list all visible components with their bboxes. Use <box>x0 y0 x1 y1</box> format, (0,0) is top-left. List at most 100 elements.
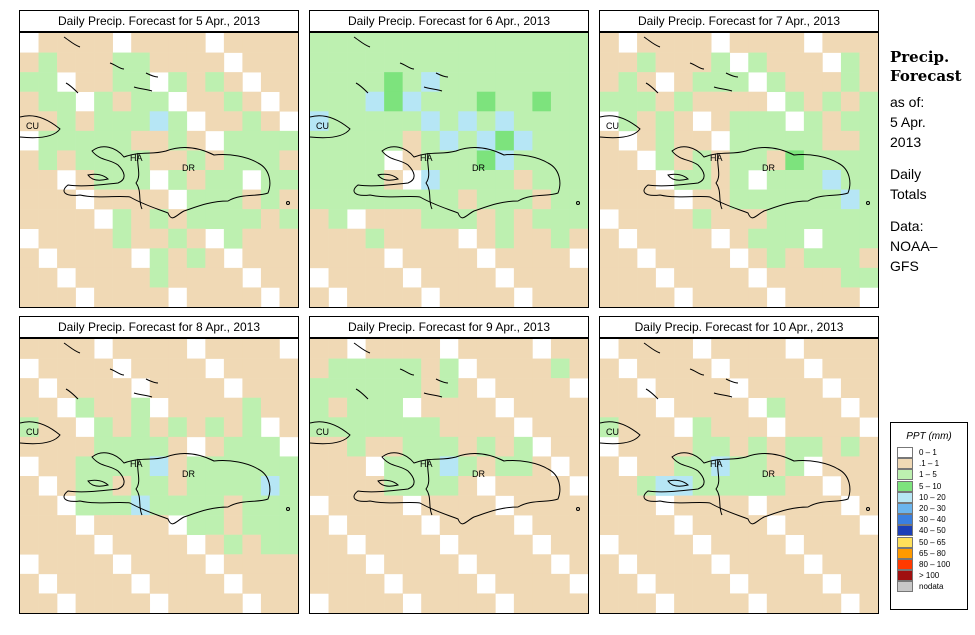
precip-cell <box>112 111 132 132</box>
precip-cell <box>94 397 113 418</box>
precip-cell <box>766 534 786 555</box>
precip-cell <box>637 209 656 230</box>
precip-cell <box>439 150 459 171</box>
precip-cell <box>260 248 280 269</box>
precip-cell <box>729 72 749 93</box>
precip-cell <box>186 287 206 307</box>
precip-cell <box>75 228 95 249</box>
precip-cell <box>112 287 132 307</box>
precip-cell <box>328 378 348 399</box>
precip-cell <box>421 456 441 477</box>
precip-cell <box>458 72 478 93</box>
precip-cell <box>476 456 496 477</box>
precip-cell <box>242 358 262 379</box>
precip-cell <box>260 111 280 132</box>
precip-cell <box>38 170 58 190</box>
precip-cell <box>600 378 619 399</box>
precip-cell <box>310 91 329 112</box>
forecast-panel-apr7: Daily Precip. Forecast for 7 Apr., 2013 … <box>599 10 879 308</box>
precip-cell <box>402 111 422 132</box>
precip-cell <box>38 150 58 171</box>
precip-cell <box>569 534 588 555</box>
precip-cell <box>674 436 693 457</box>
legend-label: > 100 <box>919 571 940 581</box>
precip-cell <box>402 248 422 269</box>
legend-swatch <box>897 547 913 559</box>
precip-cell <box>242 91 262 112</box>
precip-cell <box>223 436 243 457</box>
precip-cell <box>674 52 693 73</box>
precip-cell <box>279 554 298 575</box>
precip-cell <box>803 170 823 190</box>
precip-cell <box>260 495 280 516</box>
precip-cell <box>205 52 225 73</box>
precip-cell <box>94 130 113 151</box>
legend-swatch <box>897 491 913 503</box>
precip-cell <box>205 248 225 269</box>
precip-cell <box>310 189 329 210</box>
precip-cell <box>711 339 731 359</box>
forecast-panel-apr5: Daily Precip. Forecast for 5 Apr., 2013 … <box>19 10 299 308</box>
precip-cell <box>347 515 366 536</box>
precip-cell <box>260 358 280 379</box>
precip-cell <box>20 378 39 399</box>
precip-cell <box>729 130 749 151</box>
precip-cell <box>495 287 515 307</box>
precip-cell <box>168 209 188 230</box>
precip-cell <box>550 358 570 379</box>
precip-cell <box>131 111 151 132</box>
precip-cell <box>223 397 243 418</box>
precip-cell <box>131 593 151 613</box>
precip-cell <box>260 456 280 477</box>
precip-cell <box>532 358 552 379</box>
precip-cell <box>38 554 58 575</box>
precip-cell <box>458 267 478 288</box>
precip-cell <box>803 436 823 457</box>
precip-cell <box>149 91 169 112</box>
legend-swatch <box>897 570 913 582</box>
precip-cell <box>637 534 656 555</box>
precip-cell <box>785 209 805 230</box>
precip-cell <box>112 515 132 536</box>
precip-cell <box>421 534 441 555</box>
precip-cell <box>20 436 39 457</box>
precip-cell <box>618 476 638 496</box>
precip-cell <box>600 228 619 249</box>
precip-cell <box>840 358 860 379</box>
precip-cell <box>421 573 441 594</box>
precip-cell <box>637 436 656 457</box>
precip-cell <box>729 150 749 171</box>
border-line <box>715 152 723 210</box>
legend-row: 0 – 1 <box>897 447 967 458</box>
precip-cell <box>402 228 422 249</box>
precip-cell <box>260 339 280 359</box>
precip-cell <box>205 495 225 516</box>
border-line <box>135 458 143 516</box>
precip-cell <box>859 456 878 477</box>
precip-cell <box>729 267 749 288</box>
precip-cell <box>803 111 823 132</box>
precip-cell <box>328 209 348 230</box>
precip-cell <box>550 91 570 112</box>
precip-cell <box>618 189 638 210</box>
precip-cell <box>242 476 262 496</box>
coastline-bahamas-3 <box>435 72 449 78</box>
precip-cell <box>692 417 712 438</box>
precip-map: CU HA DR <box>599 338 879 614</box>
precip-cell <box>495 228 515 249</box>
precip-cell <box>75 52 95 73</box>
border-line <box>425 152 433 210</box>
coastline-bahamas-3 <box>725 72 739 78</box>
precip-cell <box>803 515 823 536</box>
precip-cell <box>550 189 570 210</box>
precip-cell <box>310 150 329 171</box>
precip-cell <box>859 72 878 93</box>
coastline-bahamas-1 <box>63 342 81 354</box>
precip-cell <box>223 170 243 190</box>
precip-cell <box>458 436 478 457</box>
precip-cell <box>328 339 348 359</box>
precip-cell <box>618 91 638 112</box>
precip-cell <box>347 456 366 477</box>
precip-cell <box>205 267 225 288</box>
label-ha: HA <box>130 153 143 163</box>
